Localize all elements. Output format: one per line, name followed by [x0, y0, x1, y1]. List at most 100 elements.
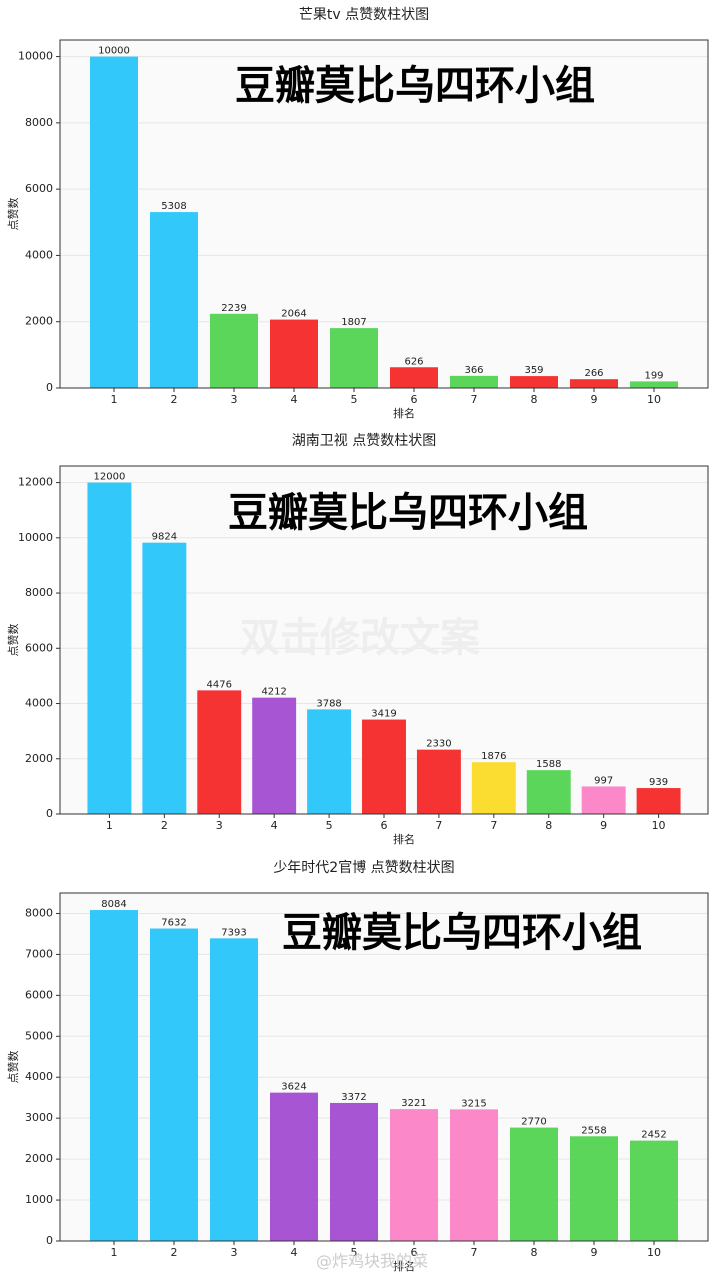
y-tick-label: 12000	[18, 476, 53, 489]
y-tick-label: 8000	[25, 906, 53, 919]
x-tick-label: 7	[490, 819, 497, 832]
bar	[526, 770, 571, 814]
y-tick-label: 1000	[25, 1193, 53, 1206]
value-label: 7393	[221, 927, 246, 938]
bar	[450, 375, 498, 388]
y-tick-label: 7000	[25, 947, 53, 960]
value-label: 2064	[281, 309, 306, 320]
x-tick-label: 7	[471, 393, 478, 406]
bar	[570, 1136, 618, 1241]
x-tick-label: 4	[291, 393, 298, 406]
bar	[471, 762, 516, 814]
value-label: 3624	[281, 1082, 306, 1093]
x-tick-label: 6	[411, 1246, 418, 1259]
value-label: 2452	[641, 1130, 666, 1141]
y-axis-label: 点赞数	[7, 624, 20, 657]
x-tick-label: 5	[326, 819, 333, 832]
value-label: 626	[404, 356, 423, 367]
value-label: 2558	[581, 1125, 606, 1136]
x-tick-label: 7	[435, 819, 442, 832]
value-label: 2770	[521, 1117, 546, 1128]
y-tick-label: 6000	[25, 182, 53, 195]
y-tick-label: 8000	[25, 116, 53, 129]
x-tick-label: 9	[591, 1246, 598, 1259]
bar	[150, 928, 198, 1241]
bar	[450, 1109, 498, 1241]
y-tick-label: 0	[46, 1234, 53, 1247]
y-axis-label: 点赞数	[7, 1051, 20, 1084]
x-tick-label: 1	[111, 393, 118, 406]
chart-title: 芒果tv 点赞数柱状图	[299, 7, 429, 23]
x-tick-label: 1	[111, 1246, 118, 1259]
bar	[197, 690, 242, 814]
y-tick-label: 0	[46, 381, 53, 394]
value-label: 10000	[98, 46, 130, 57]
x-tick-label: 9	[591, 393, 598, 406]
x-tick-label: 2	[171, 393, 178, 406]
bar	[270, 1092, 318, 1241]
x-tick-label: 6	[411, 393, 418, 406]
value-label: 1876	[481, 751, 506, 762]
bar	[90, 56, 138, 388]
x-tick-label: 8	[531, 1246, 538, 1259]
x-tick-label: 10	[647, 393, 661, 406]
bar	[142, 542, 187, 814]
y-axis-label: 点赞数	[7, 198, 20, 231]
y-tick-label: 6000	[25, 988, 53, 1001]
bar	[252, 697, 297, 814]
y-tick-label: 2000	[25, 752, 53, 765]
x-tick-label: 9	[600, 819, 607, 832]
bar	[630, 381, 678, 388]
plot-frame	[59, 39, 709, 389]
y-tick-label: 10000	[18, 50, 53, 63]
annotation: 豆瓣莫比乌四环小组	[282, 910, 642, 956]
value-label: 3788	[316, 698, 341, 709]
bar	[570, 379, 618, 388]
bar	[210, 938, 258, 1241]
y-tick-label: 0	[46, 807, 53, 820]
value-label: 9824	[152, 532, 177, 543]
bar	[362, 719, 406, 814]
x-tick-label: 3	[231, 393, 238, 406]
value-label: 1807	[341, 317, 366, 328]
annotation: 豆瓣莫比乌四环小组	[228, 490, 588, 536]
bar	[636, 788, 681, 814]
bar	[630, 1140, 678, 1241]
bar	[510, 376, 558, 388]
value-label: 997	[594, 775, 613, 786]
x-tick-label: 1	[106, 819, 113, 832]
chart-title: 湖南卫视 点赞数柱状图	[292, 433, 436, 449]
x-tick-label: 2	[161, 819, 168, 832]
value-label: 7632	[161, 918, 186, 929]
x-tick-label: 4	[291, 1246, 298, 1259]
x-axis-label: 排名	[393, 406, 415, 420]
y-tick-label: 10000	[18, 531, 53, 544]
x-tick-label: 3	[231, 1246, 238, 1259]
value-label: 2239	[221, 303, 246, 314]
bar	[390, 367, 438, 388]
bar	[307, 709, 352, 814]
value-label: 266	[584, 368, 603, 379]
bar	[87, 482, 132, 814]
value-label: 939	[649, 777, 668, 788]
x-tick-label: 10	[647, 1246, 661, 1259]
y-tick-label: 6000	[25, 641, 53, 654]
bar	[330, 328, 378, 388]
y-tick-label: 4000	[25, 1070, 53, 1083]
value-label: 359	[524, 365, 543, 376]
watermark: @炸鸡块我的菜	[316, 1252, 428, 1271]
x-tick-label: 5	[351, 393, 358, 406]
bar	[90, 910, 138, 1241]
x-tick-label: 8	[531, 393, 538, 406]
x-axis-label: 排名	[393, 1259, 415, 1273]
y-tick-label: 2000	[25, 315, 53, 328]
x-tick-label: 3	[216, 819, 223, 832]
x-tick-label: 4	[271, 819, 278, 832]
y-tick-label: 3000	[25, 1111, 53, 1124]
bar	[390, 1109, 438, 1241]
watermark: 双击修改文案	[240, 615, 481, 661]
bar	[510, 1127, 558, 1241]
y-tick-label: 4000	[25, 248, 53, 261]
value-label: 4476	[207, 679, 232, 690]
